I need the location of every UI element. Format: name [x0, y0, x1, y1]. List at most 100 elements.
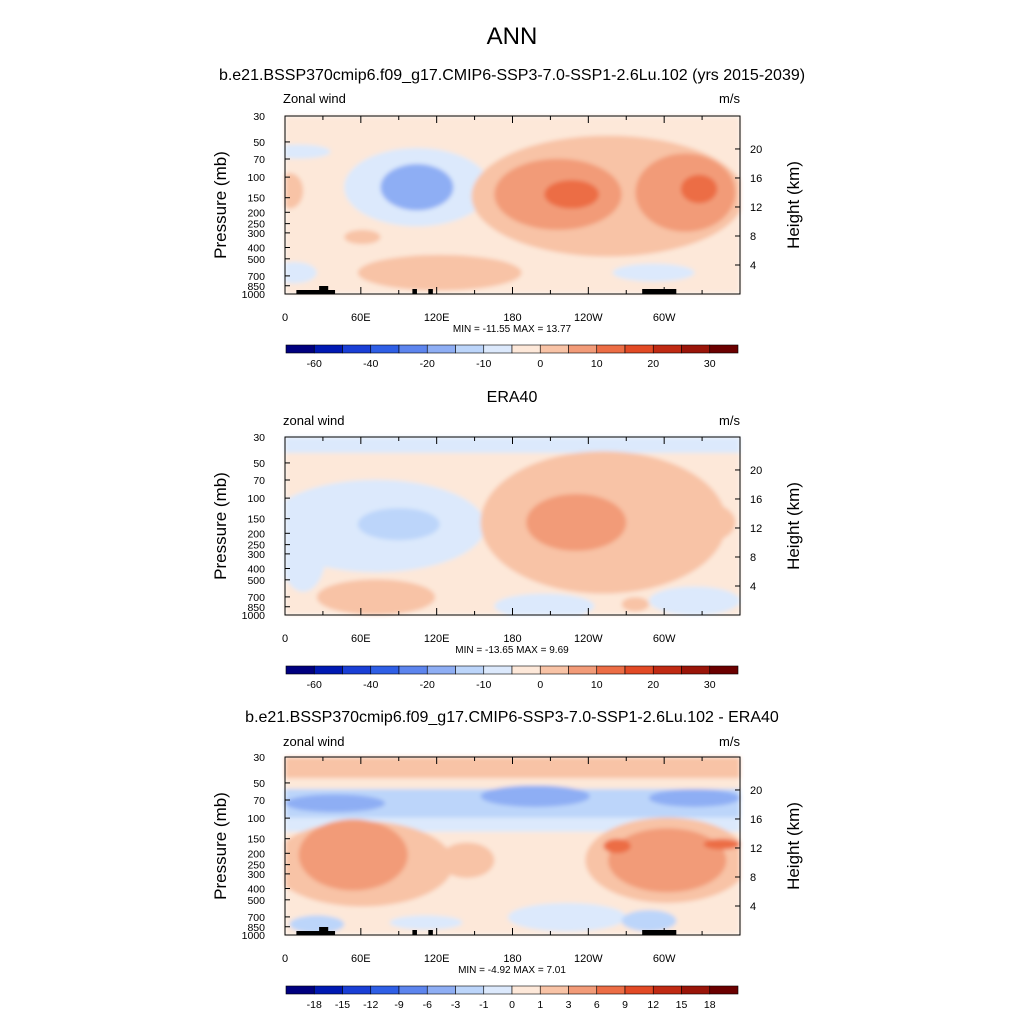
contour-region [662, 501, 736, 544]
height-tick-label: 4 [750, 260, 756, 272]
y-tick-label: 30 [253, 432, 265, 444]
colorbar: -60 -40 -20 -10 0 10 20 30 [285, 344, 739, 370]
y-tick-label: 500 [247, 895, 265, 907]
colorbar-swatch [483, 665, 513, 675]
contour-region [380, 164, 454, 211]
colorbar-label: -60 [307, 679, 322, 691]
y-tick-label: 200 [247, 528, 265, 540]
y-tick-label: 300 [247, 228, 265, 240]
y-tick-label: 700 [247, 592, 265, 604]
height-axis-label: Height (km) [784, 482, 803, 570]
contour-region [285, 144, 331, 159]
y-tick-label: 70 [253, 795, 265, 807]
topography-block [296, 290, 336, 294]
y-tick-label: 50 [253, 778, 265, 790]
y-tick-label: 250 [247, 219, 265, 231]
contour-region [316, 579, 436, 615]
colorbar-swatch [426, 985, 456, 995]
min-max-stats: MIN = -13.65 MAX = 9.69 [455, 645, 569, 656]
colorbar-label: 20 [647, 679, 659, 691]
colorbar-label: -1 [479, 999, 488, 1011]
colorbar-swatch [398, 344, 428, 354]
colorbar-label: -20 [420, 358, 435, 370]
x-tick-label: 0 [282, 633, 288, 645]
x-axis: 0 60E 120E 180 120W 60W [282, 437, 741, 645]
y-axis-label: Pressure (mb) [211, 472, 230, 580]
x-tick-label: 120W [574, 312, 603, 324]
colorbar-swatch [455, 344, 485, 354]
contour-region [285, 513, 326, 592]
colorbar-swatch [539, 344, 569, 354]
y-tick-label: 700 [247, 271, 265, 283]
y-tick-label: 1000 [242, 289, 266, 301]
colorbar-swatch [568, 985, 598, 995]
colorbar-label: 0 [537, 358, 543, 370]
colorbar-swatch [568, 344, 598, 354]
colorbar-label: 9 [622, 999, 628, 1011]
contour-region [612, 263, 695, 282]
height-tick-label: 20 [750, 465, 762, 477]
panel-title: ERA40 [487, 389, 538, 406]
colorbar-swatch [426, 344, 456, 354]
colorbar-swatch [568, 665, 598, 675]
colorbar-label: -3 [451, 999, 460, 1011]
y-tick-label: 400 [247, 563, 265, 575]
contour-region [357, 254, 522, 291]
y-tick-label: 200 [247, 848, 265, 860]
x-tick-label: 60E [351, 633, 371, 645]
height-tick-label: 8 [750, 231, 756, 243]
contour-region [344, 229, 381, 245]
y-tick-label: 1000 [242, 930, 266, 942]
colorbar-swatch [342, 665, 372, 675]
x-axis: 0 60E 120E 180 120W 60W [282, 757, 741, 965]
contour-region [621, 597, 649, 612]
y-tick-label: 30 [253, 111, 265, 123]
topography-block [642, 289, 677, 294]
contour-region [603, 838, 631, 854]
colorbar-label: 1 [537, 999, 543, 1011]
height-tick-label: 4 [750, 901, 756, 913]
topography-block [412, 930, 417, 935]
colorbar-label: -40 [363, 679, 378, 691]
y-tick-label: 850 [247, 602, 265, 614]
x-tick-label: 120E [424, 633, 450, 645]
contour-region [298, 819, 408, 891]
y-tick-label: 50 [253, 458, 265, 470]
height-tick-label: 16 [750, 814, 762, 826]
x-tick-label: 60W [653, 953, 676, 965]
colorbar-label: 10 [591, 358, 603, 370]
colorbar: -18 -15 -12 -9 -6 -3 -1 0 1 3 6 9 12 15 18 [285, 985, 739, 1011]
variable-label: zonal wind [283, 734, 344, 749]
colorbar-swatch [511, 344, 541, 354]
height-tick-label: 16 [750, 494, 762, 506]
topography-mask [296, 286, 677, 294]
contour-region [649, 789, 740, 807]
colorbar-label: -10 [476, 679, 491, 691]
y-tick-label: 1000 [242, 610, 266, 622]
y-tick-label: 300 [247, 549, 265, 561]
colorbar-swatch [398, 665, 428, 675]
height-tick-label: 16 [750, 173, 762, 185]
colorbar-swatch [681, 344, 711, 354]
colorbar-label: -10 [476, 358, 491, 370]
x-tick-label: 120E [424, 312, 450, 324]
colorbar-swatch [483, 985, 513, 995]
colorbar-swatch [313, 344, 343, 354]
y-tick-label: 50 [253, 137, 265, 149]
colorbar-swatch [596, 344, 626, 354]
topography-mask [296, 927, 677, 935]
y-tick-label: 100 [247, 813, 265, 825]
x-tick-label: 60W [653, 633, 676, 645]
contour-region [507, 902, 627, 932]
topography-block [428, 289, 433, 294]
min-max-stats: MIN = -4.92 MAX = 7.01 [458, 965, 566, 976]
y-tick-label: 500 [247, 254, 265, 266]
colorbar-swatch [370, 344, 400, 354]
contour-region [285, 794, 386, 813]
colorbar-swatch [370, 665, 400, 675]
colorbar-swatch [596, 665, 626, 675]
colorbar-swatch [455, 985, 485, 995]
x-tick-label: 60W [653, 312, 676, 324]
